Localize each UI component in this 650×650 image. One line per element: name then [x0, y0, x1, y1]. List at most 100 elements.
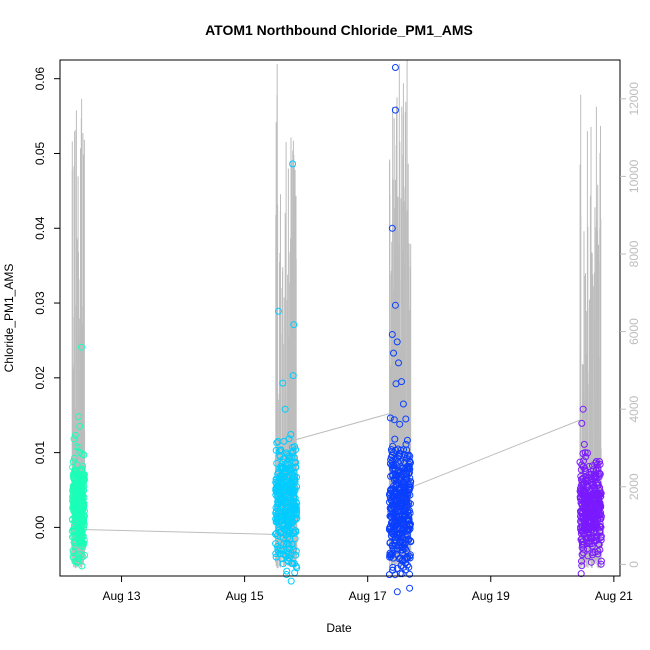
data-point: [289, 372, 297, 380]
data-point: [576, 458, 584, 466]
y-axis-label: Chloride_PM1_AMS: [2, 264, 16, 373]
data-point: [387, 532, 395, 540]
data-point: [79, 501, 87, 509]
data-point: [292, 551, 300, 559]
data-point: [578, 510, 586, 518]
data-point: [391, 64, 399, 71]
data-point: [591, 507, 599, 515]
data-point: [69, 458, 77, 466]
data-point: [594, 516, 602, 524]
data-point: [393, 338, 401, 346]
data-point: [580, 440, 588, 448]
data-point: [385, 571, 393, 579]
data-point: [282, 511, 290, 519]
secondary-connector: [407, 418, 584, 490]
data-point: [274, 505, 282, 513]
data-point: [279, 560, 287, 568]
data-point: [75, 523, 83, 531]
data-point: [280, 512, 288, 520]
data-point: [403, 436, 411, 444]
data-point: [292, 515, 300, 523]
data-point: [579, 514, 587, 522]
data-point: [81, 476, 88, 484]
y2-tick-label: 12000: [627, 82, 641, 116]
data-point: [75, 413, 82, 421]
data-point: [392, 526, 400, 534]
data-point: [386, 414, 394, 422]
data-point: [75, 444, 83, 452]
data-point: [584, 529, 592, 536]
data-point: [272, 485, 280, 493]
data-point: [273, 439, 281, 447]
data-point: [578, 557, 585, 565]
data-point: [282, 541, 290, 548]
data-point: [391, 473, 399, 481]
data-point: [71, 431, 79, 439]
data-point: [405, 485, 413, 493]
data-point: [388, 513, 396, 521]
data-point: [597, 515, 605, 523]
data-point: [284, 533, 292, 541]
data-point: [403, 454, 411, 462]
secondary-y-axis: 0 2000 4000 6000 8000 10000 12000: [620, 82, 641, 568]
data-point: [70, 454, 78, 462]
data-point: [389, 563, 397, 571]
data-point: [398, 502, 405, 510]
data-point: [290, 493, 298, 500]
data-point: [392, 514, 400, 522]
data-point: [70, 474, 78, 482]
data-point: [590, 482, 598, 490]
data-point: [404, 553, 412, 561]
data-point: [78, 450, 86, 458]
x-axis: Aug 13 Aug 15 Aug 17 Aug 19 Aug 21: [103, 576, 633, 603]
data-point: [285, 550, 292, 558]
data-point: [80, 482, 88, 490]
data-point: [272, 550, 280, 558]
data-point: [396, 554, 404, 562]
secondary-series-layer: [71, 60, 602, 569]
data-point: [396, 449, 404, 457]
y-axis: 0.00 0.01 0.02 0.03 0.04 0.05 0.06: [33, 67, 60, 539]
x-tick-label: Aug 17: [349, 589, 387, 603]
data-point: [576, 485, 584, 492]
data-point: [397, 538, 405, 546]
data-point: [405, 470, 413, 478]
data-point: [388, 542, 396, 550]
data-point: [281, 482, 289, 489]
data-point: [70, 435, 78, 443]
data-point: [398, 471, 406, 479]
data-point: [276, 452, 284, 459]
data-point: [397, 467, 405, 475]
data-point: [283, 567, 291, 575]
data-point: [72, 503, 80, 511]
data-point: [272, 517, 280, 525]
y2-tick-label: 6000: [627, 318, 641, 345]
data-point: [401, 486, 409, 494]
data-point: [406, 469, 413, 476]
data-point: [388, 331, 396, 338]
data-point: [283, 548, 291, 556]
y2-tick-label: 10000: [627, 159, 641, 193]
data-point: [69, 547, 77, 555]
data-point: [390, 349, 397, 357]
data-point: [587, 558, 595, 566]
data-point: [390, 416, 398, 424]
y2-tick-label: 8000: [627, 240, 641, 267]
y-tick-label: 0.06: [33, 67, 47, 91]
y-tick-label: 0.02: [33, 366, 47, 390]
data-point: [76, 491, 84, 499]
y2-tick-label: 4000: [627, 396, 641, 423]
data-point: [398, 518, 406, 526]
data-point: [593, 533, 601, 541]
data-point: [405, 507, 413, 514]
y-tick-label: 0.01: [33, 441, 47, 465]
data-point: [404, 526, 412, 534]
data-point: [405, 512, 413, 520]
data-point: [388, 458, 396, 465]
data-point: [394, 503, 402, 511]
data-point: [395, 359, 402, 367]
data-point: [592, 466, 600, 474]
data-point: [68, 516, 76, 524]
data-point: [287, 486, 295, 494]
data-point: [586, 473, 594, 481]
